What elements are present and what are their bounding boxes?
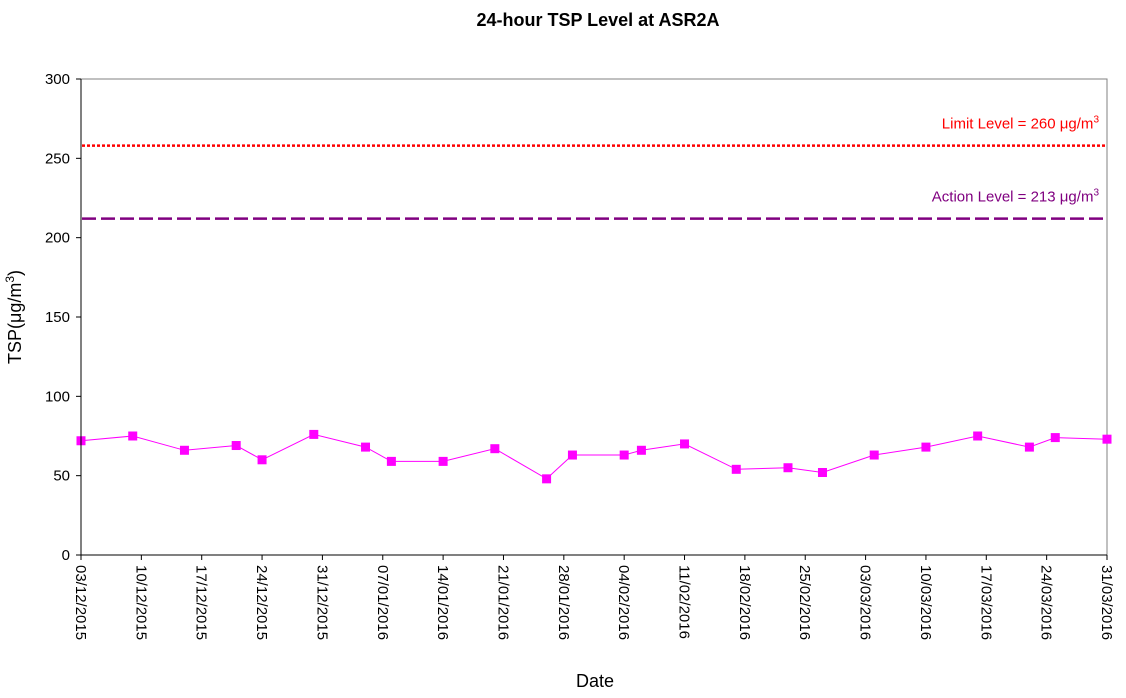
x-tick-label: 07/01/2016 <box>374 565 391 640</box>
y-tick-label: 0 <box>62 547 70 564</box>
x-tick-label: 14/01/2016 <box>434 565 451 640</box>
data-point <box>1050 433 1060 443</box>
y-tick-label: 50 <box>53 468 70 485</box>
data-point <box>619 450 629 460</box>
x-tick-label: 03/12/2015 <box>72 565 89 640</box>
x-tick-label: 18/02/2016 <box>736 565 753 640</box>
data-point <box>783 463 793 473</box>
data-point <box>179 445 189 455</box>
data-point <box>1024 442 1034 452</box>
data-point <box>257 455 267 465</box>
y-tick-label: 300 <box>45 71 70 88</box>
reference-line-label-sup: 3 <box>1093 188 1099 199</box>
data-point <box>636 445 646 455</box>
x-tick-label: 31/03/2016 <box>1098 565 1115 640</box>
x-tick-label: 10/12/2015 <box>132 565 149 640</box>
y-tick-label: 150 <box>45 309 70 326</box>
data-point <box>361 442 371 452</box>
data-point <box>817 467 827 477</box>
data-point <box>869 450 879 460</box>
data-point <box>490 444 500 454</box>
x-axis: 03/12/2015 10/12/2015 17/12/2015 24/12/2015… <box>72 554 1115 640</box>
data-point <box>680 439 690 449</box>
y-tick-label: 250 <box>45 150 70 167</box>
x-tick-label: 21/01/2016 <box>494 565 511 640</box>
data-point <box>542 474 552 484</box>
x-tick-label: 03/03/2016 <box>857 565 874 640</box>
reference-line-label-main: Limit Level = 260 μg/m <box>942 116 1094 133</box>
data-point <box>231 441 241 451</box>
x-tick-label: 28/01/2016 <box>555 565 572 640</box>
reference-line-label: Action Level = 213 μg/m3 <box>932 188 1100 206</box>
x-tick-label: 24/03/2016 <box>1038 565 1055 640</box>
reference-line-label-main: Action Level = 213 μg/m <box>932 189 1094 206</box>
data-point <box>567 450 577 460</box>
x-axis-label: Date <box>576 671 614 691</box>
y-axis: 0 50 100 150 200 250 300 <box>45 71 82 564</box>
reference-line-label-sup: 3 <box>1093 115 1099 126</box>
data-point <box>309 429 319 439</box>
x-tick-label: 17/12/2015 <box>193 565 210 640</box>
data-point <box>438 456 448 466</box>
y-tick-label: 100 <box>45 388 70 405</box>
y-tick-label: 200 <box>45 230 70 247</box>
x-tick-label: 17/03/2016 <box>977 565 994 640</box>
x-tick-label: 24/12/2015 <box>253 565 270 640</box>
data-point <box>128 431 138 441</box>
data-point <box>973 431 983 441</box>
reference-line-label: Limit Level = 260 μg/m3 <box>942 115 1100 133</box>
data-point <box>731 464 741 474</box>
x-tick-label: 25/02/2016 <box>796 565 813 640</box>
y-axis-label-main: TSP(μg/m <box>5 283 25 364</box>
y-axis-label: TSP(μg/m3) <box>3 270 25 364</box>
data-point <box>1102 434 1112 444</box>
y-axis-label-sup: 3 <box>3 276 17 283</box>
x-tick-label: 31/12/2015 <box>313 565 330 640</box>
x-tick-label: 10/03/2016 <box>917 565 934 640</box>
data-point <box>386 456 396 466</box>
series-group <box>76 429 1112 484</box>
data-point <box>921 442 931 452</box>
plot-area <box>80 78 1108 556</box>
y-axis-label-tail: ) <box>5 270 25 276</box>
x-tick-label: 11/02/2016 <box>676 565 693 639</box>
x-tick-label: 04/02/2016 <box>615 565 632 640</box>
chart-title: 24-hour TSP Level at ASR2A <box>476 10 719 30</box>
